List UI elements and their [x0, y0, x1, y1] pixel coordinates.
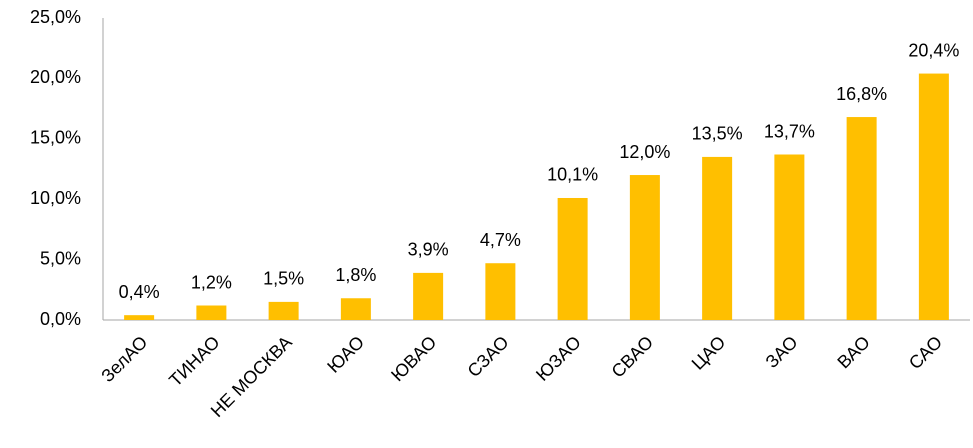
- y-tick-label: 5,0%: [40, 248, 81, 268]
- data-label: 1,5%: [263, 269, 304, 289]
- data-label: 20,4%: [908, 40, 959, 60]
- bar: [557, 197, 588, 320]
- bar: [196, 305, 227, 320]
- bar: [702, 156, 733, 320]
- x-tick-label: ЮАО: [323, 332, 368, 377]
- y-tick-label: 15,0%: [30, 128, 81, 148]
- bar: [340, 298, 371, 320]
- data-label: 3,9%: [408, 240, 449, 260]
- x-tick-label: ВАО: [833, 332, 873, 372]
- data-label: 1,8%: [335, 265, 376, 285]
- x-tick-label: ЮЗАО: [532, 332, 585, 385]
- y-tick-label: 10,0%: [30, 188, 81, 208]
- bar: [413, 272, 444, 320]
- data-label: 13,7%: [764, 121, 815, 141]
- data-label: 1,2%: [191, 272, 232, 292]
- y-tick-label: 20,0%: [30, 67, 81, 87]
- bar: [485, 263, 516, 320]
- data-label: 10,1%: [547, 165, 598, 185]
- bar: [629, 175, 660, 320]
- x-tick-label: ЗелАО: [97, 332, 151, 386]
- data-label: 16,8%: [836, 84, 887, 104]
- data-label: 12,0%: [619, 142, 670, 162]
- x-tick-label: ЗАО: [762, 332, 802, 372]
- data-label: 13,5%: [692, 124, 743, 144]
- x-tick-label: САО: [905, 332, 946, 373]
- x-tick-label: СВАО: [608, 332, 658, 382]
- x-tick-label: СЗАО: [464, 332, 513, 381]
- y-tick-label: 25,0%: [30, 7, 81, 27]
- bar: [124, 315, 155, 320]
- bar: [774, 154, 805, 320]
- x-tick-label: ЦАО: [688, 332, 730, 374]
- bar: [268, 301, 299, 320]
- data-label: 4,7%: [480, 230, 521, 250]
- data-label: 0,4%: [119, 282, 160, 302]
- bar: [846, 117, 877, 320]
- x-tick-label: ЮВАО: [387, 332, 440, 385]
- x-tick-label: ТИНАО: [165, 332, 223, 390]
- bar: [918, 73, 949, 321]
- y-tick-label: 0,0%: [40, 309, 81, 329]
